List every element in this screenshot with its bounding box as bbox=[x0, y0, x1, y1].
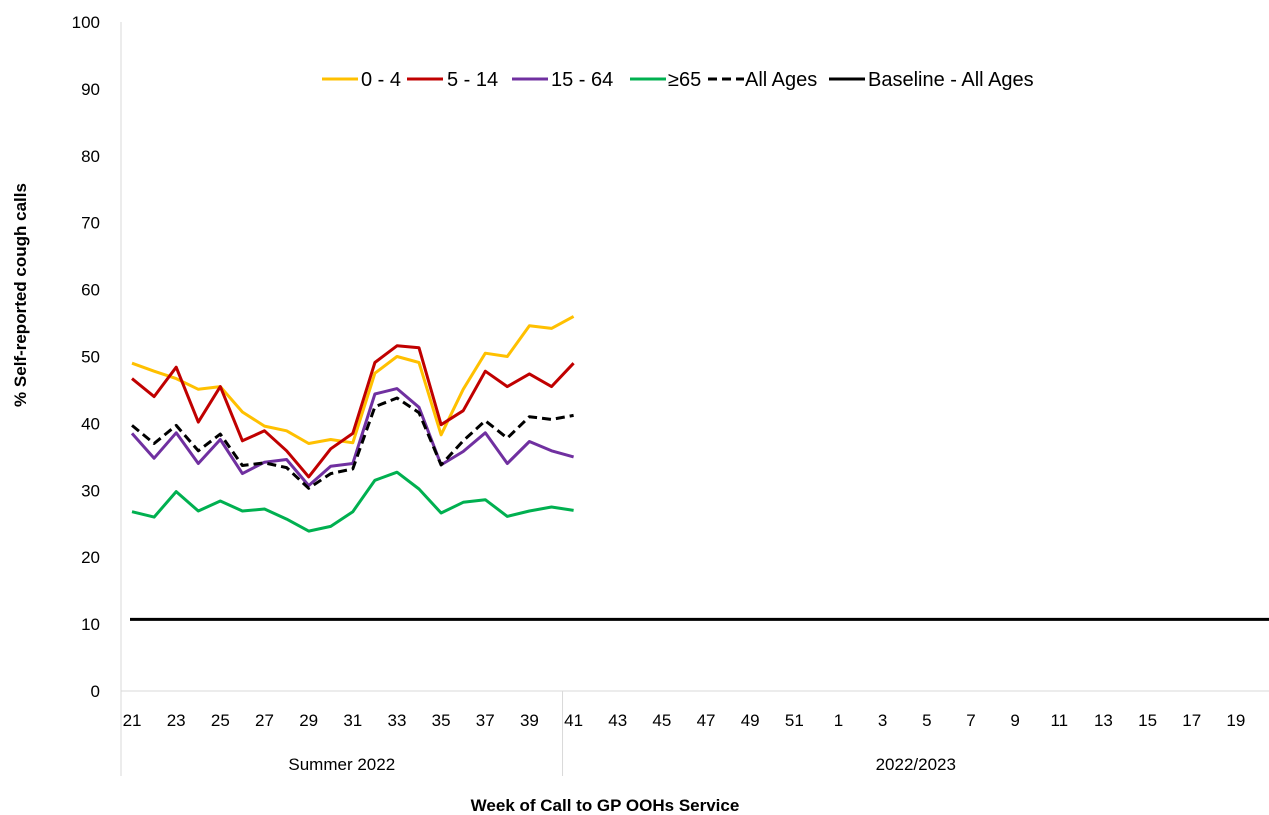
x-tick-label: 33 bbox=[388, 711, 407, 730]
x-tick-label: 41 bbox=[564, 711, 583, 730]
y-tick-label: 20 bbox=[81, 548, 100, 567]
season-group-labels: Summer 2022 2022/2023 bbox=[288, 691, 956, 776]
y-tick-label: 10 bbox=[81, 615, 100, 634]
x-tick-label: 5 bbox=[922, 711, 931, 730]
x-tick-label: 45 bbox=[652, 711, 671, 730]
legend-label: 15 - 64 bbox=[551, 69, 613, 91]
legend-label: All Ages bbox=[745, 69, 817, 91]
x-tick-label: 47 bbox=[697, 711, 716, 730]
y-tick-label: 30 bbox=[81, 481, 100, 500]
x-tick-label: 31 bbox=[343, 711, 362, 730]
x-tick-label: 1 bbox=[834, 711, 843, 730]
x-tick-label: 3 bbox=[878, 711, 887, 730]
x-tick-label: 21 bbox=[123, 711, 142, 730]
x-tick-label: 27 bbox=[255, 711, 274, 730]
season-group-label: 2022/2023 bbox=[876, 755, 956, 774]
x-tick-label: 7 bbox=[966, 711, 975, 730]
legend-label: 0 - 4 bbox=[361, 69, 401, 91]
y-tick-label: 100 bbox=[72, 13, 100, 32]
x-tick-label: 15 bbox=[1138, 711, 1157, 730]
series-line-15-64 bbox=[130, 387, 574, 488]
x-tick-label: 25 bbox=[211, 711, 230, 730]
x-tick-label: 37 bbox=[476, 711, 495, 730]
series-lines bbox=[130, 315, 575, 533]
y-tick-label: 0 bbox=[91, 682, 100, 701]
x-tick-label: 17 bbox=[1182, 711, 1201, 730]
y-axis-title: % Self-reported cough calls bbox=[11, 183, 30, 407]
series-line-5-14 bbox=[131, 344, 575, 479]
x-tick-label: 13 bbox=[1094, 711, 1113, 730]
x-tick-label: 19 bbox=[1226, 711, 1245, 730]
y-axis-ticks: 0 10 20 30 40 50 60 70 80 90 100 bbox=[72, 13, 100, 701]
y-tick-label: 80 bbox=[81, 147, 100, 166]
x-axis-title: Week of Call to GP OOHs Service bbox=[471, 796, 740, 815]
x-tick-label: 23 bbox=[167, 711, 186, 730]
y-tick-label: 90 bbox=[81, 80, 100, 99]
x-tick-label: 9 bbox=[1010, 711, 1019, 730]
series-line-all-ages bbox=[131, 396, 574, 490]
x-tick-label: 43 bbox=[608, 711, 627, 730]
chart-axes bbox=[120, 22, 1269, 776]
y-tick-label: 40 bbox=[81, 414, 100, 433]
x-axis-ticks: 21 23 25 27 29 31 33 35 37 39 41 43 45 47 49 51 1 3 5 7 9 11 1… bbox=[123, 711, 1246, 730]
y-tick-label: 50 bbox=[81, 348, 100, 367]
y-tick-label: 70 bbox=[81, 214, 100, 233]
series-line-0-4 bbox=[131, 315, 575, 445]
x-tick-label: 39 bbox=[520, 711, 539, 730]
series-line-ge65 bbox=[131, 470, 574, 533]
legend-label: Baseline - All Ages bbox=[868, 69, 1034, 91]
x-tick-label: 11 bbox=[1050, 711, 1068, 730]
legend-label: ≥65 bbox=[668, 69, 701, 91]
x-tick-label: 29 bbox=[299, 711, 318, 730]
legend-label: 5 - 14 bbox=[447, 69, 498, 91]
legend: 0 - 4 5 - 14 15 - 64 ≥65 All Ages Baseline - … bbox=[322, 69, 1034, 91]
x-tick-label: 51 bbox=[785, 711, 804, 730]
season-group-label: Summer 2022 bbox=[288, 755, 395, 774]
x-tick-label: 49 bbox=[741, 711, 760, 730]
y-tick-label: 60 bbox=[81, 281, 100, 300]
x-tick-label: 35 bbox=[432, 711, 451, 730]
